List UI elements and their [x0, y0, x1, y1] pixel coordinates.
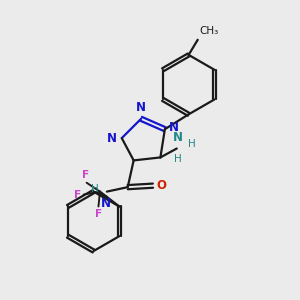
Text: O: O [156, 179, 166, 192]
Text: F: F [82, 170, 88, 180]
Text: N: N [100, 197, 110, 210]
Text: CH₃: CH₃ [199, 26, 218, 37]
Text: H: H [174, 154, 182, 164]
Text: F: F [95, 209, 102, 219]
Text: H: H [91, 184, 99, 194]
Text: F: F [74, 190, 81, 200]
Text: N: N [169, 121, 179, 134]
Text: N: N [136, 101, 146, 114]
Text: N: N [173, 131, 183, 144]
Text: H: H [188, 140, 196, 149]
Text: N: N [107, 132, 117, 145]
